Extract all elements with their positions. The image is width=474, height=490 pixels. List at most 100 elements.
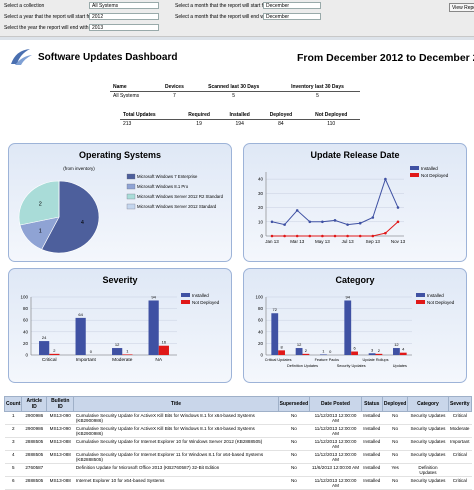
- column-header: Devices: [156, 83, 193, 92]
- y-tick-label: 40: [258, 177, 264, 182]
- column-header: Inventory last 30 Days: [274, 83, 360, 92]
- pie-slice: [18, 180, 60, 226]
- y-tick-label: 100: [255, 295, 263, 300]
- table-cell: No: [278, 450, 310, 464]
- param-label: Select a collection: [4, 3, 45, 9]
- end-month-select[interactable]: December: [263, 13, 321, 20]
- x-tick-label: Update Rollups: [363, 358, 389, 362]
- table-row: 213 19 194 84 110: [120, 120, 360, 129]
- legend-swatch: [126, 173, 136, 180]
- table-cell: MS13-088: [46, 437, 74, 451]
- data-label: 24: [42, 335, 47, 340]
- bar: [351, 351, 358, 355]
- table-cell: No: [278, 463, 310, 477]
- column-header: Name: [110, 83, 157, 92]
- legend-label: Microsoft Windows 8.1 Pro: [137, 184, 189, 189]
- bar: [295, 348, 303, 355]
- table-cell: Cumulative Security Update for ActiveX K…: [73, 411, 279, 425]
- table-cell: No: [382, 437, 408, 451]
- table-cell: 2888505: [21, 450, 47, 464]
- collection-select[interactable]: All Systems: [89, 2, 159, 9]
- x-tick-label: May 13: [315, 239, 330, 244]
- data-label: 4: [81, 220, 84, 226]
- x-tick-label: Jul 13: [342, 239, 355, 244]
- bar: [278, 350, 285, 355]
- data-label: 0: [329, 349, 332, 354]
- data-label: 8: [280, 344, 283, 349]
- data-label: 1: [126, 348, 129, 353]
- data-label: 1: [322, 348, 325, 353]
- line-point: [321, 220, 324, 224]
- line-point: [333, 234, 337, 238]
- table-row: 1 2900986 MS13-090 Cumulative Security Upda…: [4, 411, 472, 425]
- y-tick-label: 10: [258, 219, 264, 224]
- column-header: Required: [178, 111, 220, 120]
- bar: [75, 317, 86, 355]
- table-row: 6 2888505 MS13-088 Internet Explorer 10 for…: [4, 476, 472, 490]
- bar: [158, 345, 169, 355]
- column-header: Not Deployed: [302, 111, 360, 120]
- bar: [148, 300, 159, 355]
- table-cell: Internet Explorer 10 for x64-based Syste…: [73, 476, 279, 490]
- data-label: 64: [78, 312, 83, 317]
- end-year-select[interactable]: 2013: [89, 24, 159, 31]
- y-tick-label: 20: [258, 341, 264, 346]
- line-point: [295, 234, 299, 238]
- data-label: 94: [346, 294, 351, 299]
- table-cell: Important: [448, 437, 472, 451]
- legend-swatch: [416, 300, 425, 304]
- view-report-button[interactable]: View Report: [449, 3, 474, 12]
- chart-title: Update Release Date: [310, 150, 399, 160]
- table-cell: 5: [232, 93, 236, 99]
- updates-summary: Total Updates Required Installed Deployed No…: [120, 111, 360, 128]
- y-tick-label: 40: [23, 329, 29, 334]
- legend-swatch: [126, 183, 136, 190]
- y-tick-label: 0: [260, 353, 263, 358]
- legend-label: Not Deployed: [421, 173, 449, 178]
- devices-summary: Name Devices Scanned last 30 Days Inventory…: [110, 83, 360, 100]
- table-cell: 2: [4, 424, 22, 438]
- table-cell: 7: [173, 93, 176, 99]
- data-label: 12: [297, 342, 302, 347]
- table-row: All Systems 7 5 5: [110, 92, 360, 101]
- param-label: Select the year the report will end with: [4, 25, 89, 31]
- table-cell: No: [278, 424, 310, 438]
- table-cell: 11/12/2013 12:00:00 AM: [309, 437, 362, 451]
- bar: [368, 353, 376, 355]
- y-tick-label: 40: [258, 329, 264, 334]
- table-cell: 2760587: [21, 463, 47, 477]
- x-tick-label: Mar 13: [290, 239, 305, 244]
- table-cell: 11/12/2013 12:00:00 AM: [309, 476, 362, 490]
- bar: [320, 354, 327, 355]
- header-row: Name Devices Scanned last 30 Days Inventory…: [110, 83, 360, 92]
- table-cell: [46, 463, 74, 477]
- header-row: Total Updates Required Installed Deployed No…: [120, 111, 360, 120]
- bar: [112, 348, 123, 355]
- table-cell: MS13-088: [46, 476, 74, 490]
- table-cell: MS13-090: [46, 411, 74, 425]
- data-label: 6: [353, 346, 356, 351]
- table-cell: 4: [4, 450, 22, 464]
- table-row: 5 2760587 Definition Update for Microsoft …: [4, 463, 472, 477]
- bar: [375, 353, 383, 355]
- table-cell: Cumulative Security Update for Internet …: [73, 450, 279, 464]
- start-year-select[interactable]: 2012: [89, 13, 159, 20]
- table-cell: 11/12/2013 12:00:00 AM: [309, 450, 362, 464]
- table-cell: Cumulative Security Update for Internet …: [73, 437, 279, 451]
- start-month-select[interactable]: December: [263, 2, 321, 9]
- table-cell: No: [382, 411, 408, 425]
- legend-swatch: [181, 293, 190, 297]
- x-tick-label: Nov 13: [391, 239, 406, 244]
- x-tick-label: NA: [155, 357, 162, 363]
- chart-title: Operating Systems: [79, 150, 161, 160]
- legend-swatch: [410, 173, 419, 177]
- column-header: Bulletin ID: [46, 396, 75, 412]
- y-tick-label: 100: [20, 295, 28, 300]
- y-tick-label: 80: [23, 306, 29, 311]
- line-point: [396, 220, 400, 224]
- x-tick-label: Moderate: [112, 357, 133, 363]
- column-header: Deployed: [381, 396, 409, 412]
- table-cell: [448, 463, 472, 477]
- column-header: Deployed: [259, 111, 303, 120]
- line-point: [346, 234, 349, 238]
